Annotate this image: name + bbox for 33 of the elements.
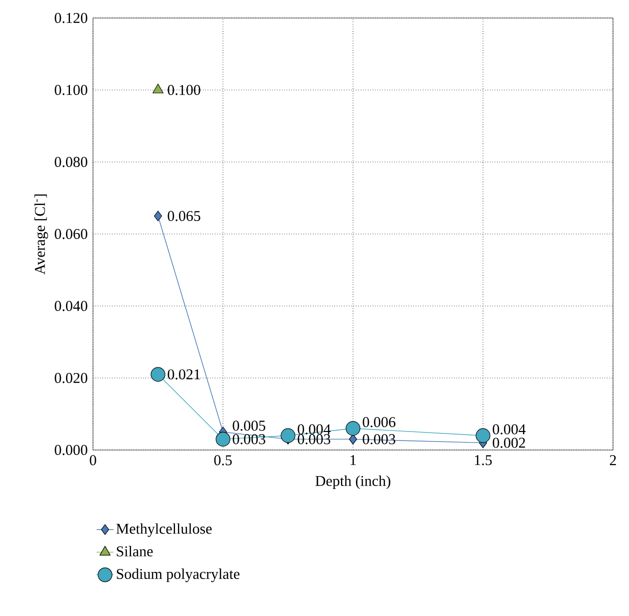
data-label: 0.006 bbox=[362, 417, 396, 428]
point bbox=[150, 367, 166, 382]
point bbox=[348, 434, 358, 444]
point bbox=[216, 432, 230, 446]
legend-label: Silane bbox=[116, 546, 153, 556]
data-label: 0.004 bbox=[298, 424, 331, 434]
data-label: 0.021 bbox=[168, 369, 200, 380]
y-tick-label: 0.020 bbox=[54, 372, 88, 384]
point bbox=[280, 428, 296, 443]
data-label: 0.100 bbox=[168, 84, 200, 96]
data-label: 0.002 bbox=[492, 438, 525, 448]
x-tick-label: 0 bbox=[90, 455, 96, 466]
legend-label: Sodium polyacrylate bbox=[116, 568, 240, 582]
data-label: 0.065 bbox=[168, 210, 200, 222]
y-tick-label: 0.120 bbox=[54, 12, 88, 24]
legend-label: Methylcellulose bbox=[116, 523, 212, 537]
point bbox=[152, 84, 164, 94]
x-tick-label: 1 bbox=[350, 455, 356, 466]
x-axis-title: Depth (inch) bbox=[315, 476, 390, 490]
point bbox=[346, 421, 360, 436]
y-axis-title: Average [Cl$^{-}$] bbox=[34, 194, 48, 275]
data-label: 0.005 bbox=[232, 420, 266, 431]
x-tick-label: 2 bbox=[610, 455, 616, 466]
x-tick-label: 1.5 bbox=[474, 455, 492, 466]
y-tick-label: 0.080 bbox=[54, 156, 88, 168]
x-tick-label: 0.5 bbox=[214, 455, 232, 466]
y-tick-label: 0.000 bbox=[54, 444, 88, 456]
point bbox=[476, 428, 490, 443]
y-tick-label: 0.040 bbox=[54, 300, 88, 312]
data-label: 0.004 bbox=[492, 424, 526, 434]
y-tick-label: 0.100 bbox=[54, 84, 88, 96]
point bbox=[154, 210, 162, 222]
y-tick-label: 0.060 bbox=[54, 228, 88, 240]
